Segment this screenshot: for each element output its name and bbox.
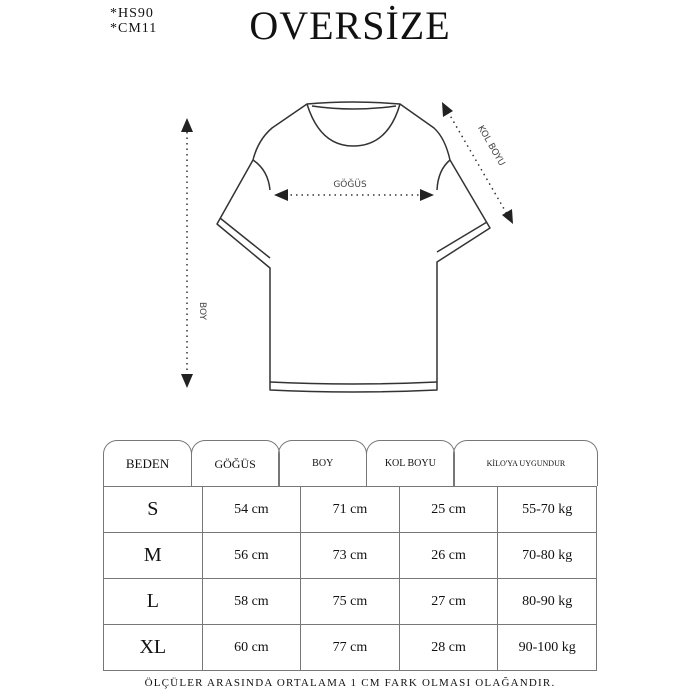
size-cell: L: [103, 579, 202, 624]
tshirt-outline: [216, 101, 491, 393]
table-cell: 90-100 kg: [497, 625, 597, 670]
table-cell: 27 cm: [398, 579, 498, 624]
arrow-down-right-icon: [502, 209, 513, 224]
table-row: XL 60 cm 77 cm 28 cm 90-100 kg: [103, 624, 597, 671]
table-row: M 56 cm 73 cm 26 cm 70-80 kg: [103, 532, 597, 578]
table-cell: 58 cm: [201, 579, 301, 624]
sleeve-seam-left: [252, 159, 271, 191]
table-header: BEDEN GÖĞÜS BOY KOL BOYU KİLO'YA UYGUNDU…: [103, 440, 599, 486]
table-cell: 25 cm: [398, 487, 498, 532]
header-chest: GÖĞÜS: [190, 440, 280, 486]
cuff-left: [219, 217, 271, 259]
cuff-right: [436, 221, 488, 253]
product-codes: *HS90 *CM11: [110, 6, 157, 36]
table-cell: 71 cm: [300, 487, 399, 532]
size-cell: M: [103, 533, 202, 578]
tshirt-diagram: GÖĞÜS BOY KOL BOYU: [181, 101, 513, 393]
arrow-down-icon: [181, 374, 193, 388]
page-title: OVERSİZE: [249, 3, 451, 48]
table-cell: 77 cm: [300, 625, 399, 670]
size-cell: XL: [103, 625, 202, 670]
table-cell: 54 cm: [201, 487, 301, 532]
table-row: S 54 cm 71 cm 25 cm 55-70 kg: [103, 486, 597, 532]
product-code: *HS90: [110, 6, 154, 21]
size-table: BEDEN GÖĞÜS BOY KOL BOYU KİLO'YA UYGUNDU…: [103, 440, 599, 671]
table-cell: 55-70 kg: [497, 487, 597, 532]
sleeve-label: KOL BOYU: [475, 124, 506, 168]
arrow-up-left-icon: [442, 102, 453, 117]
size-cell: S: [103, 487, 202, 532]
arrow-up-icon: [181, 118, 193, 132]
table-cell: 26 cm: [398, 533, 498, 578]
footer-note: ÖLÇÜLER ARASINDA ORTALAMA 1 CM FARK OLMA…: [144, 677, 556, 689]
table-cell: 75 cm: [300, 579, 399, 624]
table-cell: 73 cm: [300, 533, 399, 578]
sleeve-seam-right: [436, 159, 451, 191]
table-row: L 58 cm 75 cm 27 cm 80-90 kg: [103, 578, 597, 624]
table-cell: 70-80 kg: [497, 533, 597, 578]
header-size: BEDEN: [103, 440, 193, 486]
arrow-left-icon: [274, 189, 288, 201]
length-label: BOY: [197, 302, 207, 321]
collar: [306, 103, 401, 147]
table-cell: 56 cm: [201, 533, 301, 578]
table-cell: 28 cm: [398, 625, 498, 670]
header-weight: KİLO'YA UYGUNDUR: [453, 440, 599, 486]
hem: [269, 381, 438, 385]
product-code: *CM11: [110, 21, 158, 36]
table-cell: 80-90 kg: [497, 579, 597, 624]
arrow-right-icon: [420, 189, 434, 201]
table-cell: 60 cm: [201, 625, 301, 670]
chest-label: GÖĞÜS: [333, 178, 367, 190]
header-sleeve: KOL BOYU: [365, 440, 455, 486]
header-length: BOY: [278, 440, 368, 486]
